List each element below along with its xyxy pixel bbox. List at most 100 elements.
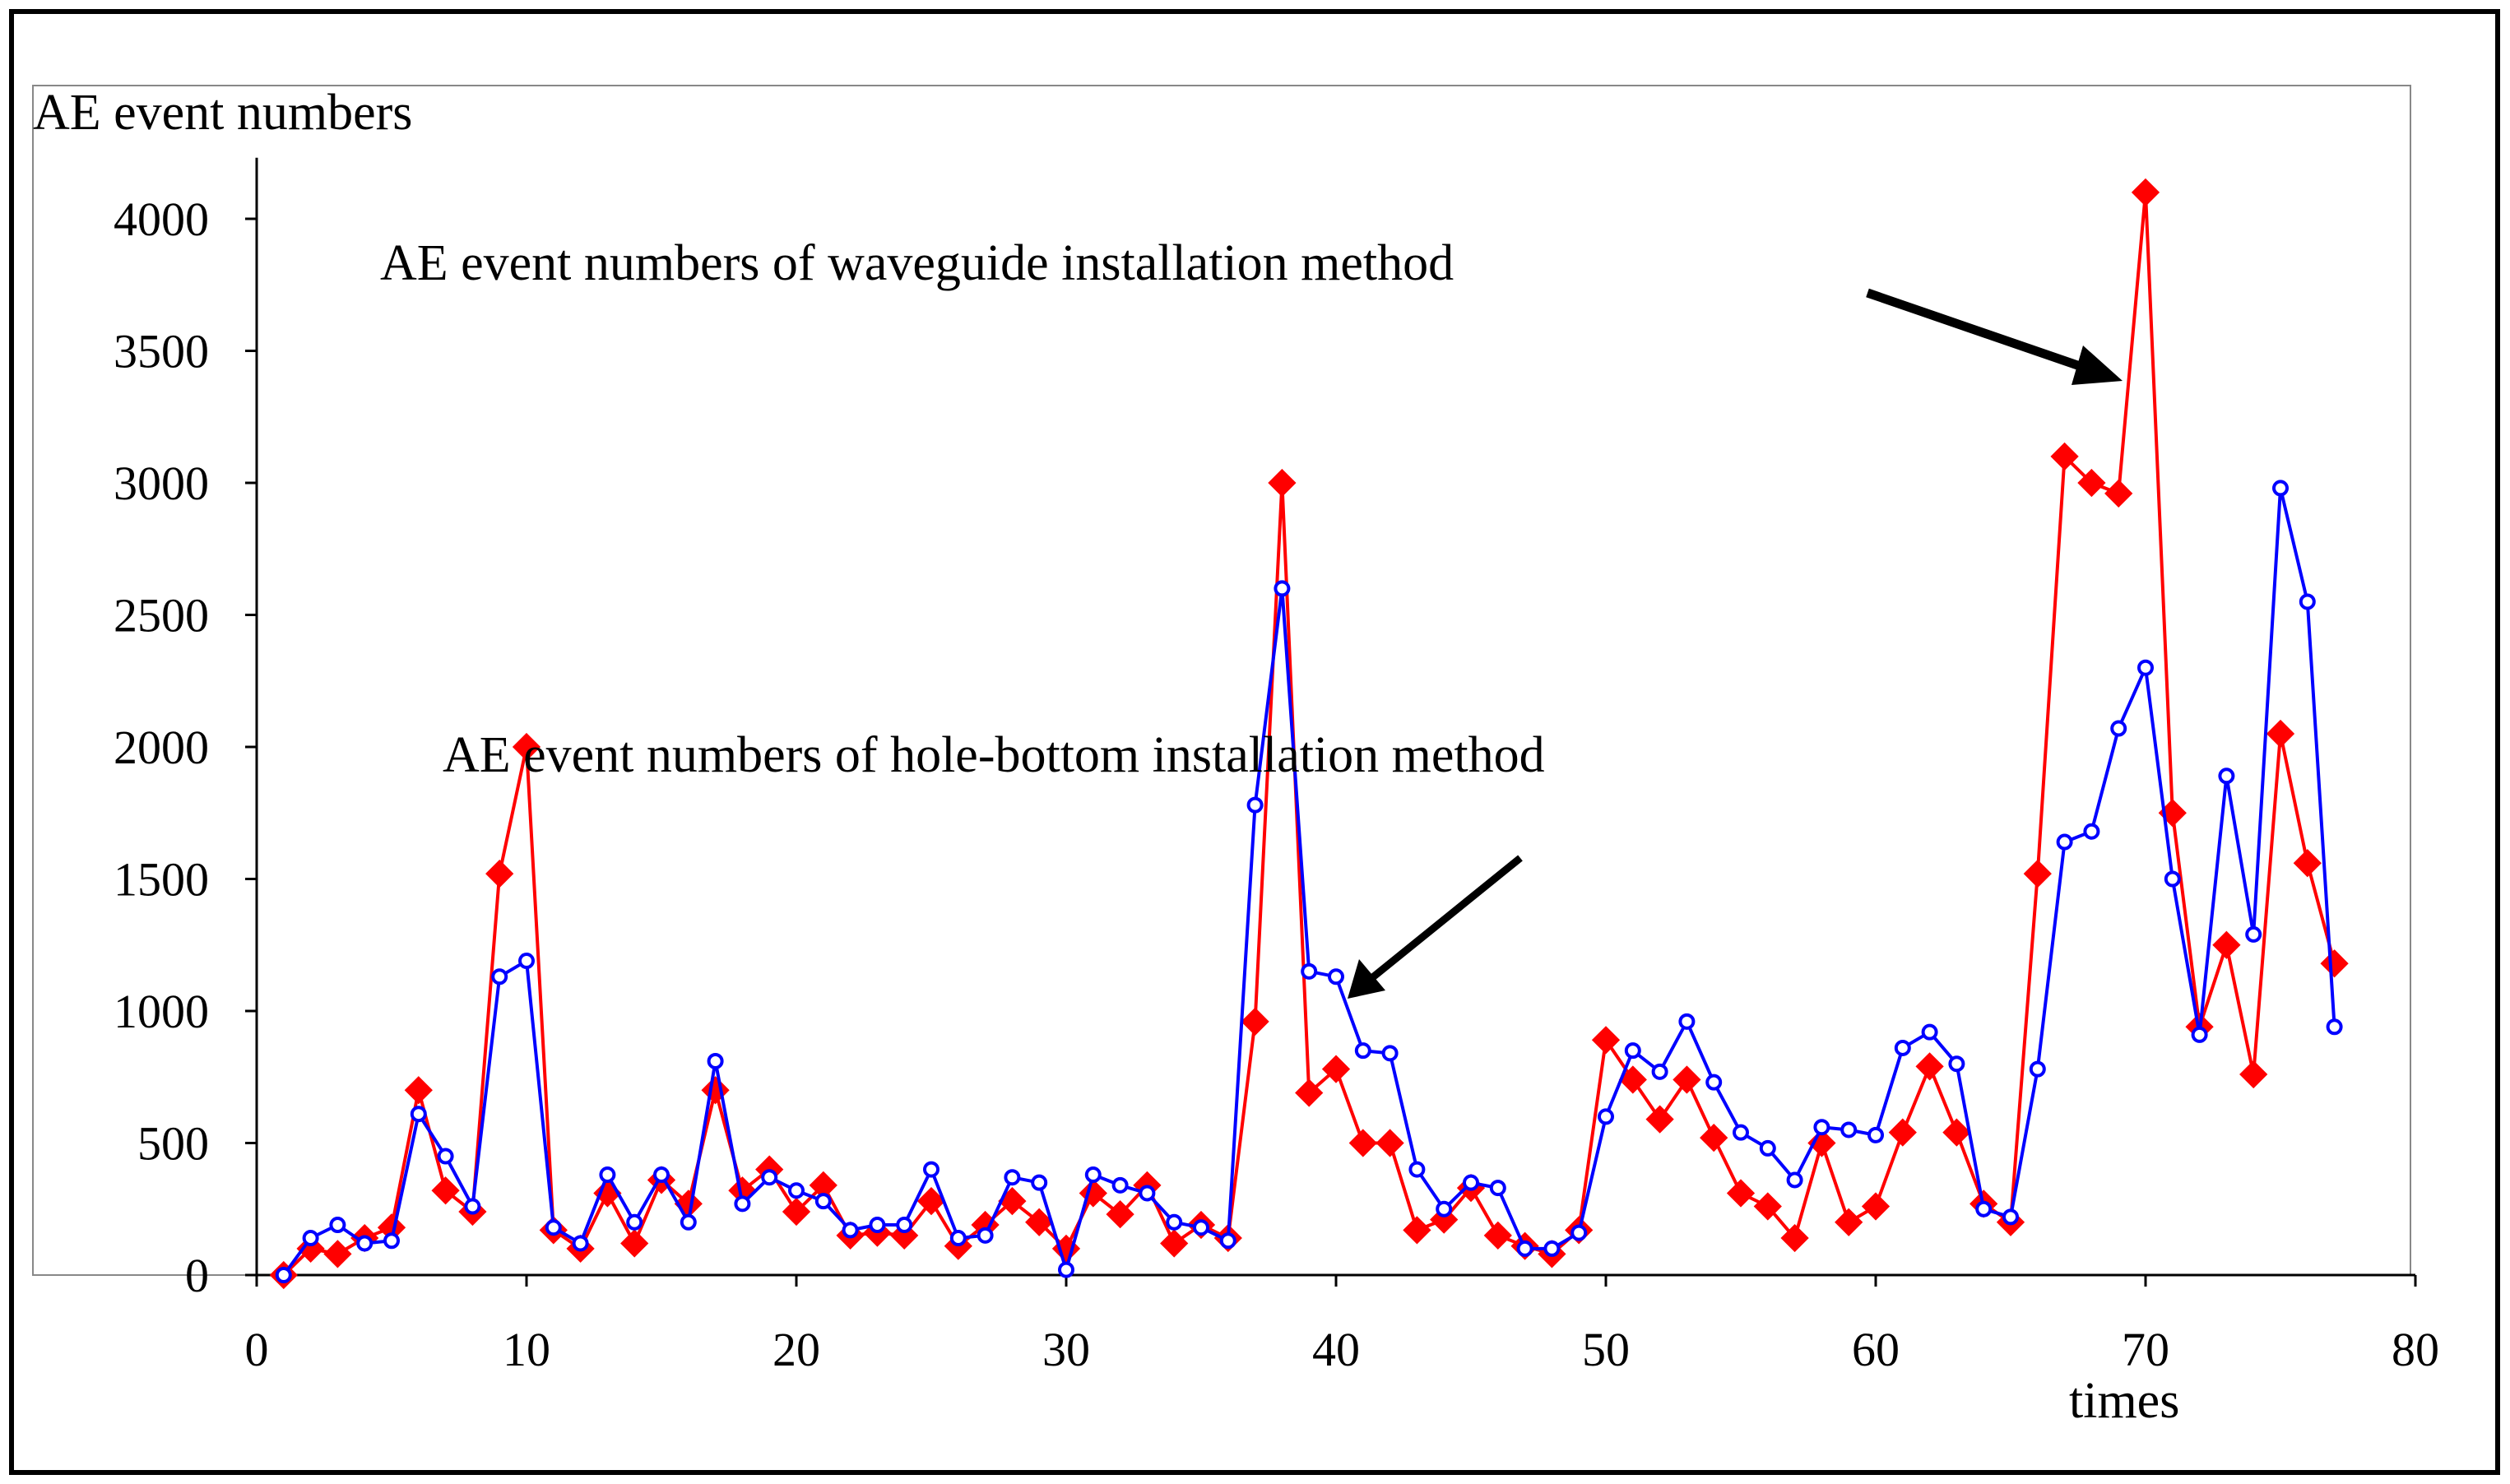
data-point	[329, 1217, 346, 1234]
data-point	[1408, 1161, 1426, 1178]
data-point	[2023, 859, 2052, 888]
y-tick-label: 3500	[114, 325, 209, 378]
data-point	[1700, 1123, 1728, 1152]
data-point	[1516, 1240, 1533, 1257]
data-point	[2131, 178, 2160, 207]
data-point	[302, 1230, 319, 1247]
x-axis-ticks: 0 10 20 30 40 50 60 70 80	[245, 1275, 2439, 1376]
data-point	[2326, 1018, 2343, 1036]
data-point	[518, 953, 535, 970]
data-point	[1651, 1063, 1668, 1080]
data-point	[1678, 1013, 1696, 1030]
y-tick-label: 0	[185, 1249, 209, 1302]
data-point	[2110, 720, 2127, 737]
data-point	[1348, 1129, 1377, 1157]
data-point	[1867, 1126, 1884, 1143]
arrow-hole-bottom	[1348, 855, 1523, 999]
arrow-waveguide	[1866, 288, 2123, 385]
x-tick-label: 0	[245, 1323, 269, 1376]
data-point	[2002, 1208, 2019, 1226]
data-point	[1111, 1176, 1129, 1194]
data-point	[1246, 796, 1264, 814]
data-point	[1861, 1192, 1891, 1221]
data-point	[404, 1076, 433, 1105]
data-point	[410, 1106, 427, 1123]
y-tick-label: 2500	[114, 589, 209, 642]
y-tick-label: 1500	[114, 853, 209, 907]
y-tick-label: 4000	[114, 192, 209, 246]
data-point	[814, 1193, 832, 1210]
data-point	[545, 1219, 562, 1236]
data-point	[1915, 1052, 1944, 1081]
y-tick-label: 2000	[114, 721, 209, 774]
data-point	[1726, 1179, 1756, 1208]
data-point	[1780, 1223, 1809, 1253]
data-point	[2164, 870, 2181, 888]
data-point	[1354, 1042, 1371, 1060]
data-point	[782, 1197, 811, 1227]
data-point	[916, 1186, 946, 1216]
data-point	[491, 968, 508, 985]
data-point	[977, 1227, 994, 1244]
data-point	[788, 1182, 805, 1199]
data-point	[1376, 1129, 1404, 1157]
x-tick-label: 10	[503, 1323, 550, 1376]
data-point	[1025, 1208, 1054, 1236]
data-point	[1543, 1240, 1561, 1257]
data-point	[1403, 1216, 1431, 1245]
data-point	[1489, 1180, 1506, 1197]
data-point	[1328, 968, 1344, 985]
data-point	[2212, 930, 2241, 959]
data-point	[2056, 833, 2073, 851]
data-point	[2245, 925, 2262, 943]
x-tick-label: 20	[772, 1323, 820, 1376]
data-point	[323, 1240, 352, 1268]
x-tick-label: 70	[2122, 1323, 2169, 1376]
plot-area-frame	[32, 85, 2411, 1276]
data-point	[1759, 1139, 1776, 1157]
data-point	[512, 732, 541, 762]
y-tick-label: 500	[137, 1117, 209, 1171]
data-point	[1166, 1213, 1183, 1231]
data-point	[1948, 1055, 1965, 1073]
data-point	[2299, 593, 2316, 610]
data-point	[1483, 1221, 1512, 1250]
data-point	[626, 1213, 643, 1231]
data-point	[734, 1195, 751, 1213]
data-point	[1193, 1219, 1209, 1236]
x-axis-label: times	[2069, 1373, 2179, 1429]
data-point	[1888, 1118, 1917, 1147]
data-point	[1274, 580, 1291, 597]
data-point	[1241, 1007, 1269, 1036]
data-point	[1591, 1026, 1621, 1055]
data-point	[653, 1166, 670, 1184]
data-point	[1835, 1208, 1863, 1236]
data-point	[572, 1235, 589, 1252]
data-point	[356, 1235, 373, 1252]
data-point	[599, 1166, 616, 1184]
data-point	[1463, 1174, 1479, 1191]
data-point	[1295, 1078, 1324, 1107]
data-point	[1301, 962, 1318, 980]
x-tick-label: 80	[2392, 1323, 2439, 1376]
data-point	[437, 1148, 454, 1165]
y-axis-ticks: 0 500 1000 1500 2000 2500 3000 3500 4000	[114, 192, 257, 1302]
annotation-waveguide: AE event numbers of waveguide installati…	[380, 235, 1454, 291]
data-point	[1058, 1261, 1074, 1278]
data-point	[923, 1161, 940, 1178]
x-tick-label: 30	[1042, 1323, 1090, 1376]
data-point	[2029, 1060, 2046, 1078]
data-point	[680, 1213, 697, 1231]
data-point	[1624, 1042, 1641, 1060]
data-point	[1570, 1224, 1588, 1241]
data-point	[1894, 1039, 1911, 1056]
series-layer	[269, 178, 2349, 1290]
data-point	[2050, 442, 2079, 471]
data-point	[1975, 1200, 1993, 1217]
data-point	[1219, 1232, 1236, 1250]
data-point	[2077, 468, 2106, 498]
data-point	[1004, 1169, 1021, 1186]
data-point	[1139, 1185, 1156, 1202]
data-point	[2218, 768, 2235, 785]
data-point	[2239, 1060, 2268, 1089]
